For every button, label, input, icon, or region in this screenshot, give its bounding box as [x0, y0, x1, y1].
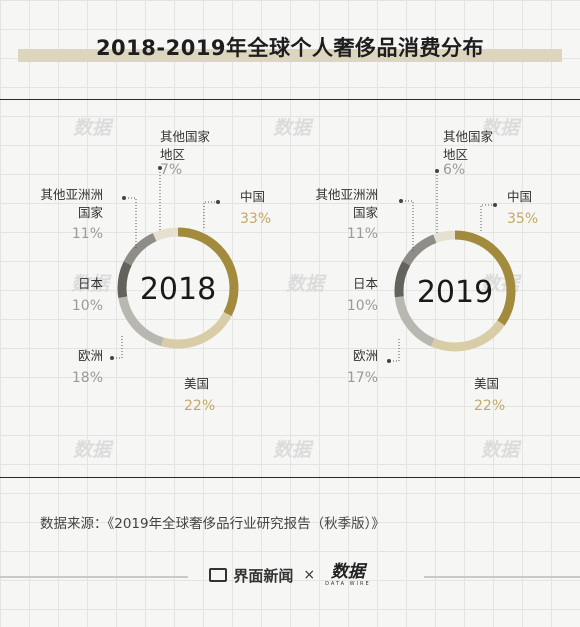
- series-name-label: 其他亚洲洲: [40, 187, 103, 202]
- jiemian-brand: 界面新闻: [209, 565, 293, 586]
- leader-line: [203, 201, 218, 228]
- series-name-label: 其他国家: [160, 129, 211, 144]
- series-name-label: 中国: [240, 189, 265, 204]
- source-note: 数据来源：《2019年全球奢侈品行业研究报告（秋季版）》: [40, 516, 385, 532]
- leader-line: [124, 197, 137, 248]
- title-band: [18, 35, 562, 62]
- watermark-logo: 数据: [286, 273, 327, 295]
- footer-rule-left: [0, 576, 188, 578]
- leader-dot: [158, 166, 162, 170]
- leader-dot: [435, 169, 439, 173]
- bottom-divider: [0, 477, 580, 478]
- series-name-label: 美国: [474, 376, 499, 391]
- value-label: 11%: [72, 226, 103, 242]
- donut-slice-1-5: [394, 230, 516, 352]
- leader-line: [480, 204, 495, 231]
- value-label: 17%: [347, 370, 378, 386]
- watermark-logo: 数据: [273, 117, 314, 139]
- donut-slice-1-3: [394, 230, 516, 352]
- footer-rule-right: [424, 576, 580, 578]
- series-name-label: 其他国家: [443, 129, 494, 144]
- leader-dot: [216, 200, 220, 204]
- brand1-name: 界面新闻: [233, 566, 294, 585]
- value-label: 7%: [160, 162, 182, 178]
- series-name-label: 日本: [353, 276, 379, 291]
- series-name-label: 美国: [184, 376, 209, 391]
- value-label: 10%: [347, 298, 378, 314]
- series-name-label: 国家: [78, 205, 104, 220]
- leader-dot: [493, 203, 497, 207]
- year-label: 2018: [140, 272, 216, 307]
- page-title: 2018-2019年全球个人奢侈品消费分布: [95, 36, 485, 60]
- leader-dot: [110, 356, 114, 360]
- leader-line: [112, 336, 123, 359]
- jiemian-logo-icon: [209, 568, 228, 582]
- value-label: 33%: [240, 211, 271, 227]
- donut-slice-0-5: [117, 227, 239, 349]
- watermark-logo: 数据: [481, 439, 522, 461]
- series-name-label: 其他亚洲洲: [315, 187, 378, 202]
- value-label: 6%: [443, 162, 465, 178]
- series-name-label: 日本: [78, 276, 104, 291]
- series-name-label: 欧洲: [353, 348, 378, 363]
- donut-slice-1-1: [394, 230, 516, 352]
- datawire-logo-sub: DATA WIRE: [325, 580, 371, 587]
- times-sign: ×: [303, 567, 316, 583]
- footer: 界面新闻 × 数据 DATA WIRE: [0, 556, 580, 594]
- leader-line: [389, 339, 400, 362]
- series-name-label: 中国: [507, 189, 532, 204]
- datawire-logo: 数据: [330, 561, 365, 582]
- top-divider: [0, 99, 580, 100]
- watermark-logo: 数据: [273, 439, 314, 461]
- year-label: 2019: [417, 275, 493, 310]
- series-name-label: 国家: [353, 205, 379, 220]
- leader-line: [401, 200, 414, 251]
- leader-dot: [122, 196, 126, 200]
- leader-dot: [387, 359, 391, 363]
- value-label: 11%: [347, 226, 378, 242]
- value-label: 18%: [72, 370, 103, 386]
- donut-slice-0-1: [117, 227, 239, 349]
- value-label: 10%: [72, 298, 103, 314]
- datawire-brand: 数据 DATA WIRE: [325, 563, 371, 588]
- value-label: 35%: [507, 211, 538, 227]
- watermark-logo: 数据: [73, 117, 114, 139]
- series-name-label: 地区: [443, 147, 468, 162]
- value-label: 22%: [184, 398, 215, 414]
- watermark-logo: 数据: [73, 439, 114, 461]
- watermark-logo: 数据: [71, 273, 112, 295]
- watermark-logo: 数据: [481, 117, 522, 139]
- leader-dot: [399, 199, 403, 203]
- series-name-label: 欧洲: [78, 348, 103, 363]
- series-name-label: 地区: [160, 147, 185, 162]
- donut-slice-0-3: [117, 227, 239, 349]
- value-label: 22%: [474, 398, 505, 414]
